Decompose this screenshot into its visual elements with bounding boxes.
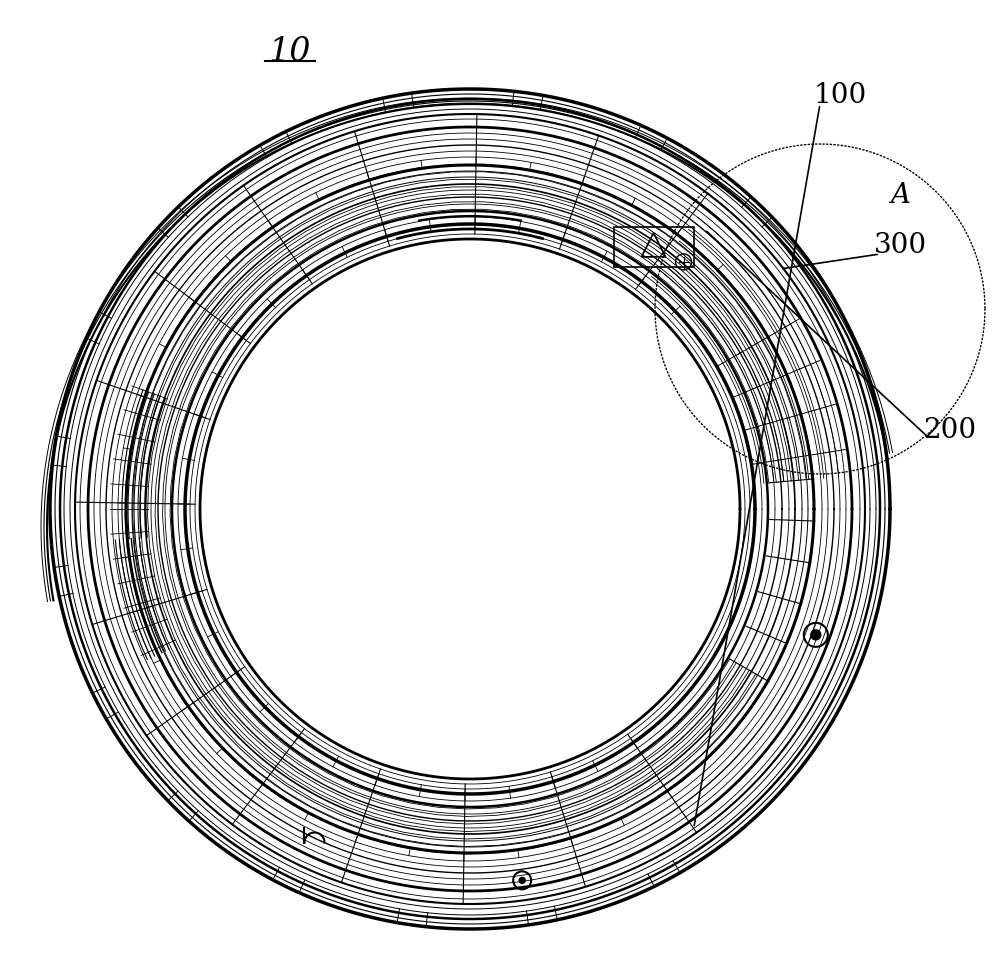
Text: 200: 200 bbox=[923, 416, 977, 443]
Text: A: A bbox=[890, 181, 910, 208]
Text: 100: 100 bbox=[813, 81, 867, 109]
Text: 10: 10 bbox=[269, 36, 311, 67]
Circle shape bbox=[519, 877, 525, 883]
Circle shape bbox=[811, 630, 821, 641]
Text: 300: 300 bbox=[873, 231, 927, 258]
